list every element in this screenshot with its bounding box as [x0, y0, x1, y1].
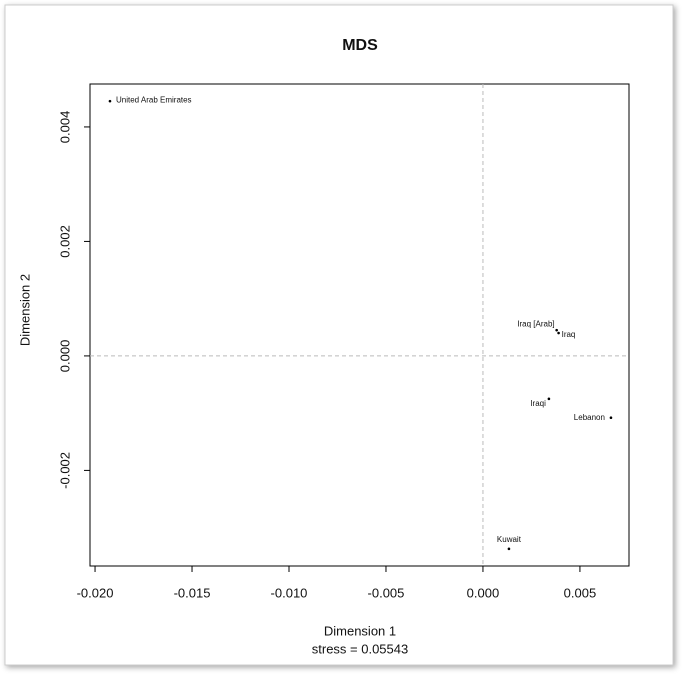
chart-title: MDS — [342, 37, 378, 54]
point-label: Iraq [Arab] — [517, 319, 554, 328]
point-label: Kuwait — [497, 535, 522, 544]
x-tick-label: -0.010 — [271, 585, 308, 600]
point-label: Lebanon — [574, 413, 605, 422]
point — [555, 328, 558, 332]
x-tick-label: 0.005 — [564, 585, 597, 600]
x-axis-label: Dimension 1 — [324, 623, 396, 638]
point-label: United Arab Emirates — [116, 95, 192, 104]
y-tick-label: 0.000 — [57, 340, 72, 373]
x-tick-label: 0.000 — [467, 585, 500, 600]
y-tick-label: -0.002 — [57, 452, 72, 489]
point-label: Iraq — [562, 330, 576, 339]
point — [557, 331, 560, 335]
plot-box — [89, 83, 630, 567]
x-tick-label: -0.015 — [174, 585, 211, 600]
point-label: Iraqi — [530, 399, 546, 408]
y-axis-label: Dimension 2 — [17, 274, 32, 346]
frame — [4, 4, 674, 666]
point — [609, 416, 613, 420]
point — [547, 397, 551, 401]
point — [108, 99, 112, 103]
subtitle: stress = 0.05543 — [312, 641, 408, 656]
y-tick-label: 0.002 — [57, 225, 72, 258]
point — [507, 547, 511, 551]
x-tick-label: -0.005 — [368, 585, 405, 600]
y-tick-label: 0.004 — [57, 111, 72, 144]
x-tick-label: -0.020 — [77, 585, 114, 600]
